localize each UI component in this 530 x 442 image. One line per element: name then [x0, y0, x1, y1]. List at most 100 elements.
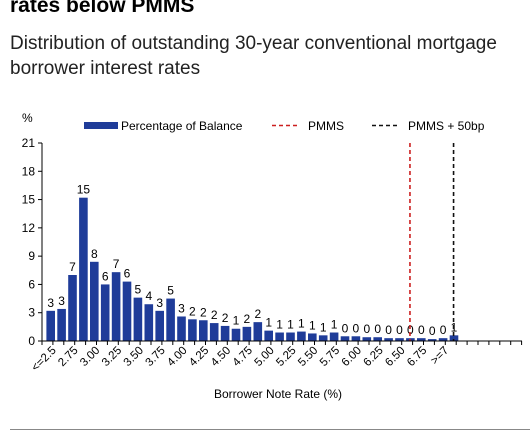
data-label: 0: [440, 323, 447, 337]
data-label: 15: [77, 183, 91, 197]
bar: [79, 197, 88, 341]
bar: [188, 319, 197, 341]
bar: [100, 284, 110, 341]
x-tick-label: 6.50: [383, 345, 407, 369]
y-axis-unit-label: %: [22, 111, 33, 125]
data-label: 2: [200, 305, 207, 319]
data-label: 1: [265, 316, 272, 330]
chart-title: rates below PMMS: [10, 0, 195, 17]
x-tick-label: 3.25: [100, 345, 124, 369]
x-tick-label: 5.25: [274, 345, 298, 369]
legend-swatch-bar: [84, 122, 118, 129]
x-tick-label: 6.25: [362, 345, 386, 369]
y-tick-label: 21: [22, 136, 36, 150]
bar: [264, 330, 273, 341]
data-label: 1: [233, 314, 240, 328]
bar: [166, 298, 175, 341]
data-label: 2: [189, 304, 196, 318]
legend: Percentage of Balance PMMS PMMS + 50bp: [84, 119, 485, 133]
bar: [242, 326, 252, 341]
data-label: 1: [287, 318, 294, 332]
data-label: 1: [320, 320, 327, 334]
bar: [155, 310, 164, 341]
data-label: 0: [407, 323, 414, 337]
x-tick-label: 4.75: [231, 345, 255, 369]
data-label: 0: [342, 321, 349, 335]
data-label: 5: [167, 284, 174, 298]
x-axis: <=2.52.753.003.253.503.754.004.254.504.7…: [30, 340, 523, 401]
bar: [275, 332, 284, 341]
x-tick-label: 6.00: [340, 345, 364, 369]
data-label: 0: [353, 321, 360, 335]
legend-label-pmms-plus: PMMS + 50bp: [408, 119, 485, 133]
bar: [122, 281, 132, 341]
data-label: 7: [69, 260, 76, 274]
bar: [177, 316, 186, 341]
legend-label-balance: Percentage of Balance: [121, 119, 243, 133]
data-label: 0: [396, 323, 403, 337]
data-labels: 337158676543532222122111111100000000001: [47, 183, 457, 338]
data-label: 0: [385, 323, 392, 337]
x-tick-label: 6.75: [405, 345, 429, 369]
data-label: 2: [254, 307, 261, 321]
data-label: 3: [178, 301, 185, 315]
bar: [209, 323, 219, 341]
y-tick-label: 6: [28, 277, 35, 291]
bar: [318, 335, 328, 341]
data-label: 3: [58, 294, 65, 308]
x-tick-label: 3.75: [144, 345, 168, 369]
bar: [417, 338, 426, 341]
bar: [286, 332, 295, 341]
reference-lines: [409, 143, 455, 341]
data-label: 2: [222, 311, 229, 325]
bottom-divider: [10, 429, 530, 430]
data-label: 3: [156, 296, 163, 310]
bar: [384, 338, 393, 341]
x-tick-label: 5.00: [253, 345, 277, 369]
bars: [46, 197, 459, 341]
y-tick-label: 3: [28, 306, 35, 320]
bar: [220, 325, 230, 341]
data-label: 3: [47, 296, 54, 310]
bar: [351, 336, 361, 341]
x-tick-label: 3.00: [78, 345, 102, 369]
y-tick-label: 18: [22, 164, 36, 178]
data-label: 0: [374, 322, 381, 336]
bar: [111, 272, 121, 341]
y-tick-label: 15: [22, 193, 36, 207]
x-tick-label: 4.50: [209, 345, 233, 369]
bar: [231, 328, 241, 341]
bar: [308, 333, 317, 341]
x-tick-label: 4.00: [165, 345, 189, 369]
y-axis: 0 3 6 9 12 15 18 21%: [22, 111, 43, 348]
x-tick-label: 2.75: [56, 345, 80, 369]
data-label: 2: [211, 308, 218, 322]
data-label: 8: [91, 247, 98, 261]
chart-subtitle: Distribution of outstanding 30-year conv…: [10, 33, 497, 79]
bar: [297, 331, 306, 341]
bar: [427, 339, 437, 341]
bar: [449, 335, 459, 341]
data-label: 1: [298, 317, 305, 331]
x-tick-label: 5.50: [296, 345, 320, 369]
bar: [362, 337, 372, 341]
bar: [329, 332, 339, 341]
x-tick-label: 5.75: [318, 345, 342, 369]
data-label: 0: [429, 324, 436, 338]
data-label: 1: [309, 318, 316, 332]
bar: [199, 320, 208, 341]
x-tick-label: 4.25: [187, 345, 211, 369]
y-tick-label: 12: [22, 221, 36, 235]
data-label: 6: [102, 269, 109, 283]
data-label: 2: [244, 312, 251, 326]
x-tick-label: <=2.5: [30, 345, 59, 374]
data-label: 0: [418, 323, 425, 337]
x-tick-label: >=7: [429, 345, 452, 368]
bar: [395, 338, 404, 341]
data-label: 4: [145, 289, 152, 303]
data-label: 0: [363, 322, 370, 336]
data-label: 1: [276, 318, 283, 332]
y-tick-label: 9: [28, 249, 35, 263]
bar: [144, 304, 154, 341]
